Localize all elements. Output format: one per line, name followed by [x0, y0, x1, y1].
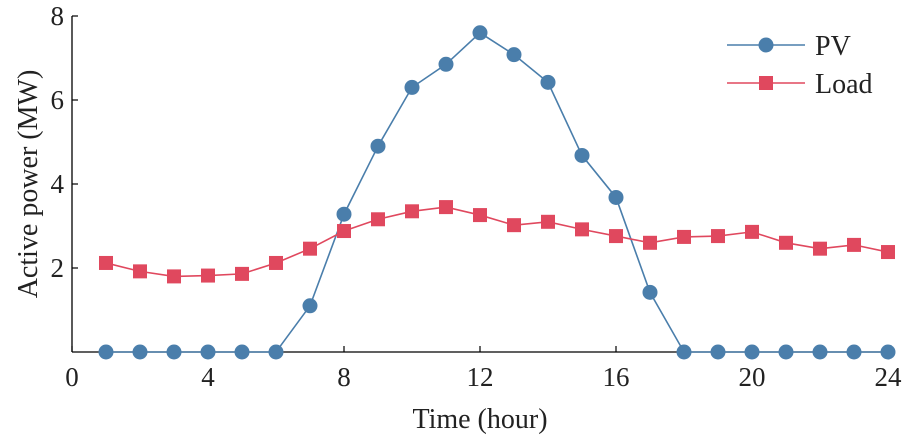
data-point-pv	[268, 344, 284, 360]
x-tick-label: 8	[337, 362, 351, 392]
y-ticks: 2 4 6 8	[51, 1, 78, 283]
data-point-pv	[744, 344, 760, 360]
data-point-load	[235, 266, 249, 281]
data-point-pv	[812, 344, 828, 360]
data-point-pv	[880, 344, 896, 360]
data-point-load	[405, 204, 419, 219]
data-point-pv	[574, 147, 590, 163]
data-point-pv	[472, 25, 488, 41]
data-point-pv	[166, 344, 182, 360]
data-point-pv	[506, 47, 522, 63]
x-tick-label: 12	[467, 362, 494, 392]
y-tick-label: 4	[51, 169, 65, 199]
data-point-pv	[676, 344, 692, 360]
data-point-pv	[234, 344, 250, 360]
data-point-load	[575, 222, 589, 237]
data-point-load	[337, 224, 351, 239]
legend-item-pv: PV	[727, 31, 851, 62]
data-point-load	[269, 255, 283, 270]
x-tick-label: 20	[739, 362, 766, 392]
data-point-pv	[370, 138, 386, 154]
series-line-load	[105, 206, 889, 278]
y-axis-title: Active power (MW)	[13, 70, 44, 299]
data-point-load	[303, 241, 317, 256]
data-point-pv	[540, 74, 556, 90]
y-tick-label: 8	[51, 1, 65, 31]
data-point-load	[745, 224, 759, 239]
series-layer	[98, 25, 896, 360]
legend: PV Load	[727, 31, 873, 100]
data-point-load	[847, 237, 861, 252]
legend-pv-label: PV	[815, 31, 851, 62]
legend-load-marker	[759, 76, 773, 90]
axes	[71, 16, 888, 353]
legend-item-load: Load	[727, 69, 873, 100]
data-point-load	[813, 241, 827, 256]
x-ticks: 0 4 8 12 16 20 24	[65, 346, 902, 392]
data-point-load	[881, 245, 895, 260]
x-axis-title: Time (hour)	[412, 404, 547, 435]
y-tick-label: 6	[51, 85, 65, 115]
x-tick-label: 4	[201, 362, 215, 392]
x-tick-label: 24	[875, 362, 903, 392]
data-point-pv	[608, 189, 624, 205]
x-tick-label: 16	[603, 362, 630, 392]
data-point-load	[779, 235, 793, 250]
data-point-load	[99, 255, 113, 270]
y-tick-label: 2	[51, 253, 65, 283]
data-point-pv	[642, 284, 658, 300]
data-point-load	[541, 214, 555, 229]
data-point-load	[371, 212, 385, 227]
data-point-pv	[336, 206, 352, 222]
data-point-load	[439, 200, 453, 215]
data-point-load	[609, 229, 623, 244]
data-point-load	[711, 229, 725, 244]
data-point-pv	[438, 56, 454, 72]
x-tick-label: 0	[65, 362, 79, 392]
data-point-load	[167, 269, 181, 284]
data-point-pv	[710, 344, 726, 360]
data-point-pv	[404, 79, 420, 95]
data-point-load	[507, 218, 521, 233]
data-point-load	[473, 208, 487, 223]
legend-pv-marker	[758, 37, 774, 53]
legend-load-label: Load	[815, 69, 873, 100]
data-point-pv	[132, 344, 148, 360]
data-point-pv	[98, 344, 114, 360]
data-point-load	[133, 264, 147, 279]
data-point-pv	[846, 344, 862, 360]
data-point-pv	[200, 344, 216, 360]
data-point-load	[201, 268, 215, 283]
data-point-load	[643, 235, 657, 250]
data-point-pv	[302, 298, 318, 314]
data-point-pv	[778, 344, 794, 360]
data-point-load	[677, 229, 691, 244]
